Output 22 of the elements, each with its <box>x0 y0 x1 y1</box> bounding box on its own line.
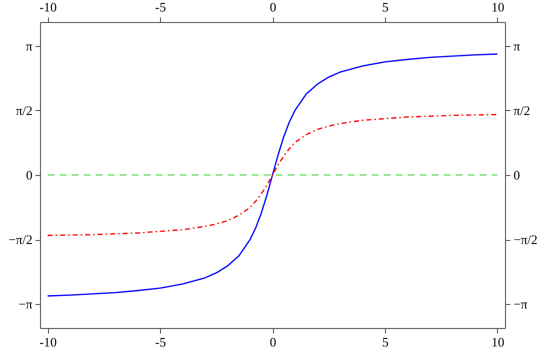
x2-tick-label: -5 <box>155 0 166 14</box>
line-series <box>46 114 498 236</box>
x2-tick-label: 5 <box>382 0 389 14</box>
y-tick-label: −π/2 <box>8 232 32 248</box>
y2-tick-label: π/2 <box>514 102 530 118</box>
y-tick-label: π <box>26 38 33 54</box>
x-tick-label: 0 <box>270 334 276 350</box>
x-tick-label: 5 <box>382 334 389 350</box>
x-tick-label: 10 <box>491 334 504 350</box>
x-tick-label: -10 <box>39 334 57 350</box>
y-tick-label: −π <box>18 296 33 312</box>
y2-tick-label: −π <box>514 296 528 312</box>
x-tick-label: -5 <box>155 334 166 350</box>
x2-tick-label: -10 <box>39 0 57 14</box>
line-series <box>46 53 498 297</box>
y-tick-label: π/2 <box>16 102 32 118</box>
y2-tick-label: π <box>514 38 520 54</box>
y-tick-label: 0 <box>26 168 32 182</box>
x2-tick-label: 10 <box>491 0 504 14</box>
y2-tick-label: 0 <box>514 168 520 182</box>
y2-tick-label: −π/2 <box>514 232 538 248</box>
x2-tick-label: 0 <box>270 0 276 14</box>
